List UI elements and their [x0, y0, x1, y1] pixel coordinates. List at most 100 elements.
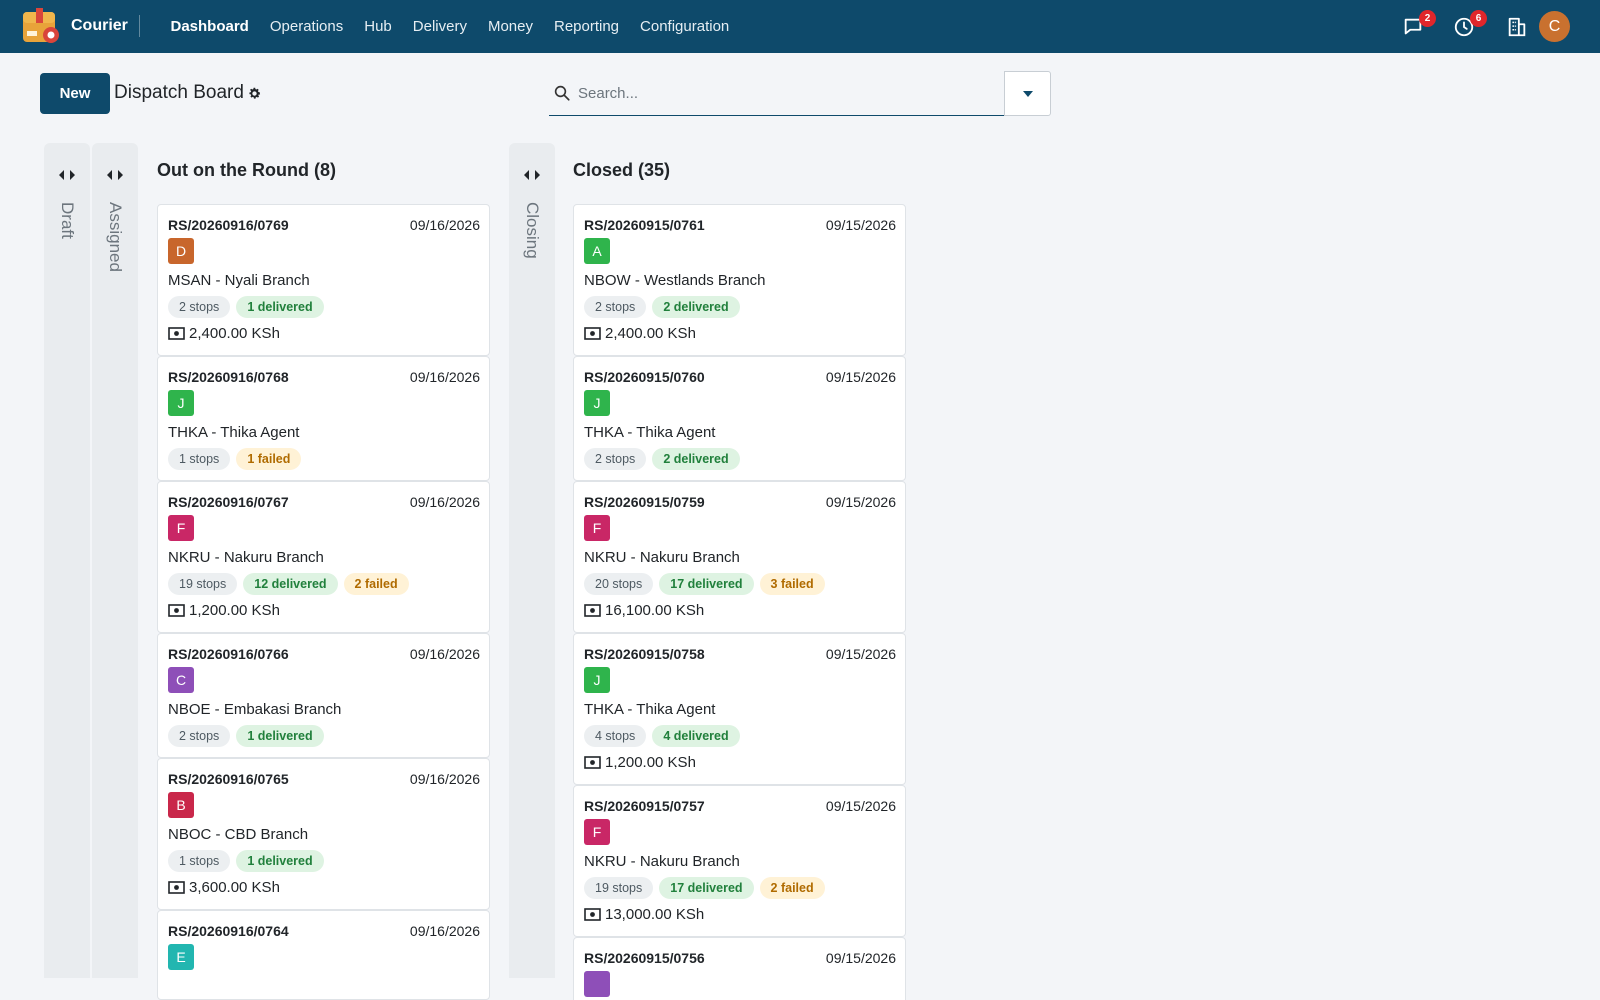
menu-item-money[interactable]: Money — [487, 18, 533, 35]
folded-column-draft[interactable]: Draft — [44, 143, 90, 978]
card-tags: 2 stops 2 delivered — [584, 448, 740, 470]
money-icon — [168, 604, 185, 617]
kanban-card[interactable]: RS/20260915/0761 09/15/2026 A NBOW - Wes… — [573, 204, 906, 356]
kanban-card[interactable]: RS/20260916/0766 09/16/2026 C NBOE - Emb… — [157, 633, 490, 758]
card-tags: 19 stops 12 delivered 2 failed — [168, 573, 409, 595]
folded-column-closing[interactable]: Closing — [509, 143, 555, 978]
driver-avatar: C — [168, 667, 194, 693]
card-date: 09/16/2026 — [409, 217, 480, 233]
money-icon — [584, 327, 601, 340]
card-branch: NBOW - Westlands Branch — [584, 272, 766, 289]
menu-item-reporting[interactable]: Reporting — [553, 18, 620, 35]
card-date: 09/15/2026 — [825, 369, 896, 385]
delivered-tag: 1 delivered — [236, 296, 324, 318]
delivered-tag: 17 delivered — [659, 573, 754, 595]
messages-button[interactable]: 2 — [1402, 10, 1436, 40]
card-date: 09/16/2026 — [409, 923, 480, 939]
card-tags: 19 stops 17 delivered 2 failed — [584, 877, 825, 899]
card-reference: RS/20260915/0759 — [584, 494, 705, 510]
money-icon — [584, 908, 601, 921]
folded-column-label: Draft — [58, 202, 77, 239]
kanban-card[interactable]: RS/20260915/0757 09/15/2026 F NKRU - Nak… — [573, 785, 906, 937]
delivered-tag: 4 delivered — [652, 725, 740, 747]
menu-item-hub[interactable]: Hub — [364, 18, 392, 35]
card-date: 09/15/2026 — [825, 646, 896, 662]
card-branch: NKRU - Nakuru Branch — [584, 853, 740, 870]
driver-avatar: J — [584, 667, 610, 693]
card-tags: 2 stops 2 delivered — [584, 296, 740, 318]
searchbar — [549, 71, 1051, 116]
kanban-board: Draft Assigned Out on the Round (8) RS/2… — [0, 143, 1600, 1000]
failed-tag: 3 failed — [759, 573, 825, 595]
column-header[interactable]: Out on the Round (8) — [157, 160, 336, 180]
search-options-toggle[interactable] — [1004, 71, 1051, 116]
money-icon — [168, 881, 185, 894]
card-branch: THKA - Thika Agent — [168, 424, 300, 441]
folded-column-assigned[interactable]: Assigned — [92, 143, 138, 978]
delivered-tag: 12 delivered — [243, 573, 338, 595]
stops-tag: 1 stops — [168, 448, 231, 470]
card-tags: 2 stops 1 delivered — [168, 725, 324, 747]
delivered-tag: 2 delivered — [652, 448, 740, 470]
card-branch: MSAN - Nyali Branch — [168, 272, 310, 289]
amount-value: 2,400.00 KSh — [605, 325, 696, 342]
card-tags: 4 stops 4 delivered — [584, 725, 740, 747]
kanban-card[interactable]: RS/20260915/0756 09/15/2026 — [573, 937, 906, 1000]
stops-tag: 19 stops — [168, 573, 238, 595]
stops-tag: 2 stops — [584, 296, 647, 318]
systray: 2 6 C — [1340, 0, 1600, 53]
amount-value: 1,200.00 KSh — [189, 602, 280, 619]
messages-count-badge: 2 — [1419, 10, 1436, 27]
card-reference: RS/20260916/0764 — [168, 923, 289, 939]
expand-arrows-icon[interactable] — [524, 169, 540, 181]
menu-item-configuration[interactable]: Configuration — [640, 18, 730, 35]
caret-down-icon — [1022, 90, 1033, 97]
menu-item-dashboard[interactable]: Dashboard — [170, 18, 249, 35]
card-date: 09/16/2026 — [409, 494, 480, 510]
card-tags: 1 stops 1 delivered — [168, 850, 324, 872]
column-header[interactable]: Closed (35) — [573, 160, 671, 180]
card-reference: RS/20260915/0756 — [584, 950, 705, 966]
card-date: 09/15/2026 — [825, 494, 896, 510]
courier-app-logo-icon[interactable] — [22, 8, 60, 46]
gear-icon[interactable] — [247, 86, 262, 101]
page-title: Dispatch Board — [114, 82, 244, 103]
kanban-card[interactable]: RS/20260916/0764 09/16/2026 E — [157, 910, 490, 1000]
stops-tag: 2 stops — [584, 448, 647, 470]
search-icon — [554, 85, 570, 101]
card-reference: RS/20260916/0765 — [168, 771, 289, 787]
card-amount: 13,000.00 KSh — [584, 906, 704, 923]
app-name[interactable]: Courier — [71, 17, 128, 34]
kanban-card[interactable]: RS/20260916/0767 09/16/2026 F NKRU - Nak… — [157, 481, 490, 633]
main-menu: Dashboard Operations Hub Delivery Money … — [160, 0, 740, 53]
expand-arrows-icon[interactable] — [107, 169, 123, 181]
clock-icon — [1454, 17, 1474, 37]
menu-item-operations[interactable]: Operations — [269, 18, 344, 35]
kanban-card[interactable]: RS/20260915/0758 09/15/2026 J THKA - Thi… — [573, 633, 906, 785]
user-avatar[interactable]: C — [1539, 11, 1570, 42]
amount-value: 13,000.00 KSh — [605, 906, 705, 923]
driver-avatar: F — [168, 515, 194, 541]
expand-arrows-icon[interactable] — [59, 169, 75, 181]
driver-avatar: E — [168, 944, 194, 970]
activities-button[interactable]: 6 — [1453, 10, 1487, 40]
money-icon — [584, 604, 601, 617]
kanban-card[interactable]: RS/20260915/0760 09/15/2026 J THKA - Thi… — [573, 356, 906, 481]
money-icon — [168, 327, 185, 340]
kanban-card[interactable]: RS/20260916/0765 09/16/2026 B NBOC - CBD… — [157, 758, 490, 910]
card-reference: RS/20260915/0761 — [584, 217, 705, 233]
new-button[interactable]: New — [40, 73, 110, 114]
driver-avatar: D — [168, 238, 194, 264]
failed-tag: 1 failed — [236, 448, 302, 470]
kanban-card[interactable]: RS/20260916/0768 09/16/2026 J THKA - Thi… — [157, 356, 490, 481]
search-field — [549, 71, 1004, 116]
card-reference: RS/20260916/0768 — [168, 369, 289, 385]
kanban-card[interactable]: RS/20260915/0759 09/15/2026 F NKRU - Nak… — [573, 481, 906, 633]
search-input[interactable] — [578, 78, 993, 108]
menu-item-delivery[interactable]: Delivery — [412, 18, 467, 35]
company-switcher-button[interactable] — [1506, 14, 1532, 40]
kanban-card[interactable]: RS/20260916/0769 09/16/2026 D MSAN - Nya… — [157, 204, 490, 356]
stops-tag: 2 stops — [168, 296, 231, 318]
card-amount: 1,200.00 KSh — [168, 602, 280, 619]
amount-value: 1,200.00 KSh — [605, 754, 696, 771]
